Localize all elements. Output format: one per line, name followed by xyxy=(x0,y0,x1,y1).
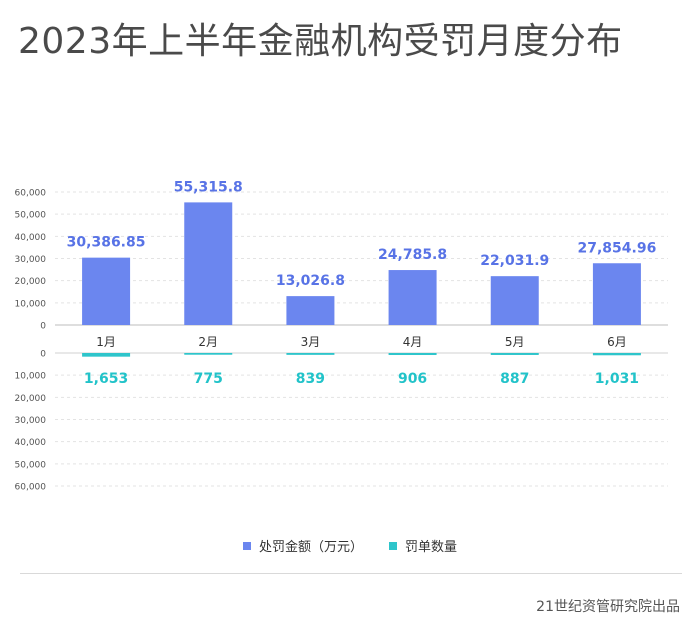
bar-penalty-amount xyxy=(388,270,437,325)
category-label: 1月 xyxy=(96,335,116,349)
category-label: 2月 xyxy=(198,335,218,349)
category-label: 4月 xyxy=(403,335,423,349)
data-label-penalty-count: 906 xyxy=(398,371,427,387)
bar-penalty-amount xyxy=(286,296,335,325)
bottom-axis-tick-label: 20,000 xyxy=(15,394,47,404)
legend-label-penalty-amount: 处罚金额（万元） xyxy=(258,540,363,555)
bottom-axis-tick-label: 0 xyxy=(40,350,46,360)
data-label-penalty-amount: 30,386.85 xyxy=(67,235,146,251)
data-label-penalty-amount: 22,031.9 xyxy=(480,253,549,269)
legend-item-penalty-amount[interactable]: 处罚金额（万元） xyxy=(242,536,363,555)
top-axis-tick-label: 60,000 xyxy=(15,189,47,199)
data-label-penalty-amount: 24,785.8 xyxy=(378,247,447,263)
footer-divider xyxy=(20,573,682,574)
bar-penalty-count xyxy=(592,353,641,356)
data-label-penalty-amount: 13,026.8 xyxy=(276,273,345,289)
chart-title: 2023年上半年金融机构受罚月度分布 xyxy=(18,21,623,62)
data-label-penalty-count: 1,031 xyxy=(595,371,639,387)
source-credit: 21世纪资管研究院出品 xyxy=(536,599,680,615)
bottom-axis-tick-label: 10,000 xyxy=(15,372,47,382)
top-axis-tick-label: 50,000 xyxy=(15,211,47,221)
bar-penalty-amount xyxy=(592,263,641,325)
legend-swatch-penalty-count xyxy=(389,541,397,550)
legend-item-penalty-count[interactable]: 罚单数量 xyxy=(389,536,457,555)
top-axis-tick-label: 20,000 xyxy=(15,277,47,287)
data-label-penalty-amount: 55,315.8 xyxy=(174,179,243,195)
bar-penalty-count xyxy=(388,353,437,356)
chart-area: 0 10,000 20,000 30,000 40,000 50,000 60,000 0 10… xyxy=(15,179,668,493)
top-axis-tick-label: 40,000 xyxy=(15,233,47,243)
legend: 处罚金额（万元） 罚单数量 xyxy=(0,536,700,555)
category-label: 3月 xyxy=(301,335,321,349)
bar-penalty-count xyxy=(82,353,131,357)
bar-penalty-amount xyxy=(82,257,131,325)
bottom-axis-tick-label: 60,000 xyxy=(15,483,47,493)
data-label-penalty-count: 887 xyxy=(500,371,529,387)
bottom-axis-tick-label: 30,000 xyxy=(15,416,47,426)
data-label-penalty-count: 775 xyxy=(194,371,223,387)
bar-penalty-count xyxy=(184,353,233,355)
bar-penalty-amount xyxy=(490,276,539,325)
top-axis-tick-label: 0 xyxy=(40,322,46,332)
legend-swatch-penalty-amount xyxy=(242,541,251,550)
bottom-axis-tick-label: 50,000 xyxy=(15,460,47,470)
data-label-penalty-count: 1,653 xyxy=(84,371,128,387)
data-label-penalty-amount: 27,854.96 xyxy=(578,240,657,256)
top-axis-tick-label: 30,000 xyxy=(15,255,47,265)
bottom-axis-tick-label: 40,000 xyxy=(15,438,47,448)
bar-penalty-amount xyxy=(184,202,233,325)
top-axis-tick-label: 10,000 xyxy=(15,299,47,309)
bar-penalty-count xyxy=(490,353,539,355)
legend-label-penalty-count: 罚单数量 xyxy=(405,540,458,555)
bar-penalty-count xyxy=(286,353,335,355)
category-label: 6月 xyxy=(607,335,627,349)
category-label: 5月 xyxy=(505,335,525,349)
data-label-penalty-count: 839 xyxy=(296,371,325,387)
